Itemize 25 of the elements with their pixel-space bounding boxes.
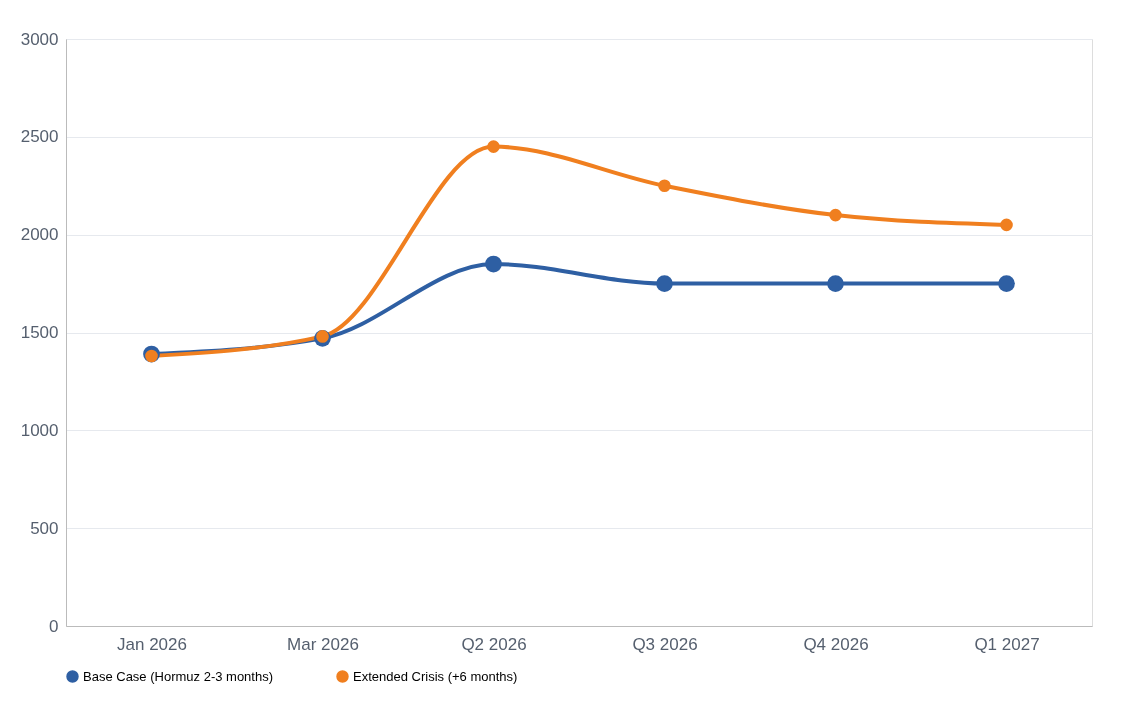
- x-tick-label: Q4 2026: [803, 634, 869, 654]
- y-tick-label: 3000: [20, 29, 59, 49]
- y-tick-label: 1000: [20, 420, 59, 440]
- point: [485, 255, 502, 273]
- legend-label: Extended Crisis (+6 months): [353, 668, 518, 684]
- point: [658, 179, 671, 193]
- point: [829, 208, 842, 222]
- x-tick-label: Q1 2027: [974, 634, 1040, 654]
- y-tick-label: 1500: [20, 323, 59, 342]
- point: [998, 275, 1015, 292]
- point: [827, 275, 844, 292]
- legend-label: Base Case (Hormuz 2-3 months): [83, 668, 274, 684]
- y-tick-label: 500: [30, 518, 59, 538]
- point: [145, 349, 158, 363]
- x-tick-label: Jan 2026: [117, 634, 187, 654]
- x-tick-label: Mar 2026: [287, 634, 359, 654]
- y-tick-label: 2500: [20, 127, 59, 147]
- y-tick-label: 2000: [20, 225, 59, 245]
- point: [316, 330, 329, 343]
- y-tick-label: 0: [49, 616, 59, 636]
- x-tick-label: Q3 2026: [632, 634, 698, 654]
- x-tick-label: Q2 2026: [461, 634, 527, 654]
- point: [656, 275, 673, 292]
- point: [1000, 218, 1013, 232]
- point: [487, 140, 500, 153]
